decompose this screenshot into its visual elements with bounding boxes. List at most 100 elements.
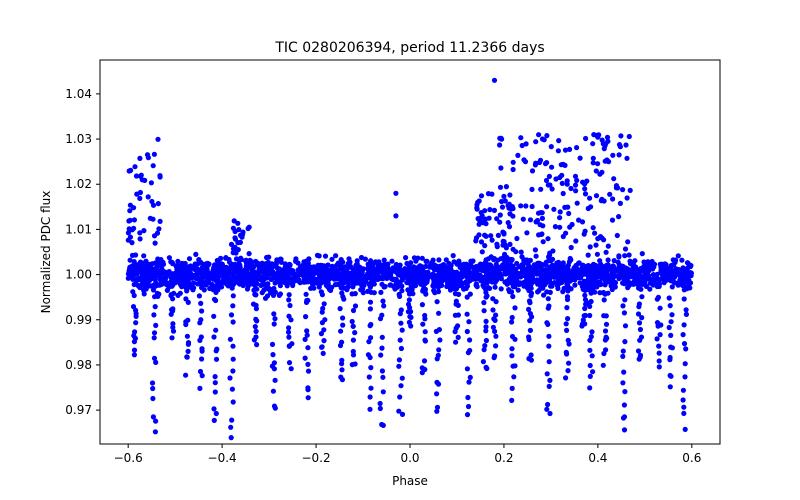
y-tick-label: 1.03 bbox=[65, 132, 92, 146]
data-point bbox=[581, 265, 587, 271]
data-point bbox=[232, 228, 238, 235]
data-point bbox=[487, 271, 493, 277]
y-axis-ticks: 0.97 0.98 0.99 1.00 1.01 1.02 1.03 1.04 bbox=[65, 87, 100, 417]
data-point bbox=[461, 286, 467, 292]
data-point bbox=[682, 426, 688, 432]
data-point bbox=[283, 266, 289, 272]
data-point bbox=[184, 264, 190, 270]
data-point bbox=[339, 367, 345, 373]
data-point bbox=[352, 361, 358, 367]
data-point bbox=[398, 383, 404, 389]
data-point bbox=[422, 316, 428, 322]
data-point bbox=[406, 280, 412, 286]
data-point bbox=[544, 267, 550, 273]
data-point bbox=[627, 187, 633, 193]
data-point bbox=[669, 284, 675, 290]
data-point bbox=[557, 224, 563, 230]
data-point bbox=[454, 280, 460, 286]
data-point bbox=[553, 176, 559, 182]
data-point bbox=[264, 293, 271, 299]
data-point bbox=[435, 280, 441, 286]
data-point bbox=[358, 287, 364, 293]
data-point bbox=[141, 287, 147, 293]
data-point bbox=[645, 264, 651, 270]
data-point bbox=[610, 152, 616, 158]
data-point bbox=[568, 244, 574, 251]
data-point bbox=[493, 343, 499, 349]
data-point bbox=[199, 373, 205, 379]
data-point bbox=[320, 265, 326, 271]
data-point bbox=[464, 311, 470, 317]
data-point bbox=[536, 159, 543, 166]
data-point bbox=[538, 265, 544, 271]
data-point bbox=[483, 328, 489, 334]
data-point bbox=[534, 217, 541, 224]
data-point bbox=[243, 268, 249, 274]
data-point bbox=[240, 231, 246, 237]
data-point bbox=[482, 232, 488, 238]
data-point bbox=[183, 372, 189, 378]
data-point bbox=[141, 283, 148, 289]
data-point bbox=[404, 260, 410, 267]
data-point bbox=[230, 303, 236, 309]
data-point bbox=[683, 307, 689, 313]
data-point bbox=[593, 242, 599, 248]
data-point bbox=[269, 341, 276, 347]
data-point bbox=[293, 256, 299, 262]
data-point bbox=[587, 303, 593, 309]
data-point bbox=[657, 305, 663, 311]
data-point bbox=[443, 257, 449, 263]
data-point bbox=[464, 412, 471, 418]
data-point bbox=[434, 404, 441, 410]
data-point bbox=[436, 264, 442, 270]
data-point bbox=[184, 333, 190, 339]
data-point bbox=[654, 283, 660, 290]
data-point bbox=[155, 201, 161, 207]
data-point bbox=[201, 287, 207, 293]
data-point bbox=[649, 265, 656, 271]
data-point bbox=[666, 295, 672, 301]
data-point bbox=[616, 214, 622, 220]
data-point bbox=[213, 297, 219, 304]
data-point bbox=[668, 373, 674, 379]
data-point bbox=[507, 266, 513, 272]
data-point bbox=[229, 266, 235, 272]
data-point bbox=[340, 259, 346, 265]
data-point bbox=[475, 267, 481, 273]
data-point bbox=[286, 325, 292, 331]
data-point bbox=[545, 182, 551, 188]
data-point bbox=[587, 195, 593, 201]
data-point bbox=[134, 191, 140, 197]
data-point bbox=[340, 285, 346, 291]
data-point bbox=[659, 272, 666, 278]
data-point bbox=[157, 218, 163, 224]
data-point bbox=[588, 290, 594, 296]
data-point bbox=[230, 399, 236, 405]
data-point bbox=[572, 173, 579, 179]
data-point bbox=[628, 269, 635, 275]
data-point bbox=[127, 257, 133, 263]
data-point bbox=[547, 377, 553, 383]
data-point bbox=[616, 152, 622, 158]
data-point bbox=[157, 173, 163, 179]
data-point bbox=[568, 257, 574, 263]
data-point bbox=[593, 168, 599, 174]
data-point bbox=[594, 284, 600, 290]
data-point bbox=[180, 277, 186, 283]
data-point bbox=[615, 185, 621, 191]
data-point bbox=[609, 217, 616, 223]
data-point bbox=[656, 358, 662, 364]
data-point bbox=[603, 141, 609, 147]
data-point bbox=[657, 332, 663, 338]
data-point bbox=[126, 218, 132, 224]
data-point bbox=[186, 256, 193, 262]
data-point bbox=[630, 281, 637, 287]
data-point bbox=[397, 394, 403, 400]
data-point bbox=[192, 266, 198, 273]
data-point bbox=[595, 236, 601, 242]
data-point bbox=[303, 291, 309, 297]
data-point bbox=[564, 178, 570, 184]
data-point bbox=[337, 342, 344, 349]
data-point bbox=[590, 155, 596, 161]
data-point bbox=[270, 271, 276, 277]
